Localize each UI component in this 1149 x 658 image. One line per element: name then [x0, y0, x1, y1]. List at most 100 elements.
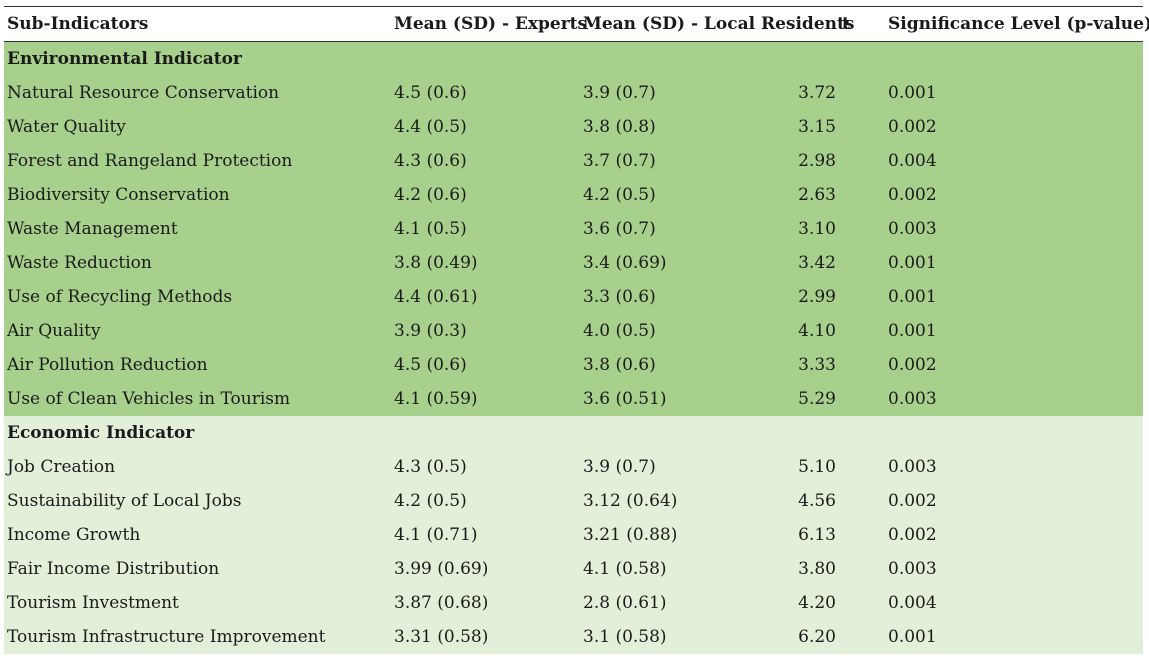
mean-experts-cell: 4.2 (0.5) — [394, 491, 467, 511]
mean-experts-cell: 4.1 (0.71) — [394, 525, 478, 545]
table-row: Fair Income Distribution 3.99 (0.69) 4.1 (… — [4, 552, 1143, 586]
table-row: Water Quality 4.4 (0.5) 3.8 (0.8) 3.15 0.002 — [4, 110, 1143, 144]
sub-indicator-cell: Water Quality — [7, 117, 126, 137]
mean-residents-cell: 3.12 (0.64) — [583, 491, 678, 511]
sub-indicator-cell: Waste Management — [7, 219, 178, 239]
sub-indicator-cell: Air Pollution Reduction — [7, 355, 208, 375]
mean-experts-cell: 4.2 (0.6) — [394, 185, 467, 205]
p-value-cell: 0.002 — [888, 185, 937, 205]
sub-indicator-cell: Fair Income Distribution — [7, 559, 220, 579]
t-value-cell: 3.15 — [798, 117, 836, 137]
sub-indicator-cell: Biodiversity Conservation — [7, 185, 230, 205]
sub-indicator-cell: Sustainability of Local Jobs — [7, 491, 242, 511]
p-value-cell: 0.002 — [888, 491, 937, 511]
mean-residents-cell: 4.2 (0.5) — [583, 185, 656, 205]
p-value-cell: 0.001 — [888, 321, 937, 341]
t-value-cell: 4.56 — [798, 491, 836, 511]
t-value-cell: 5.29 — [798, 389, 836, 409]
table-row: Natural Resource Conservation 4.5 (0.6) 3.… — [4, 76, 1143, 110]
table-row: Use of Clean Vehicles in Tourism 4.1 (0.5… — [4, 382, 1143, 416]
table-row: Waste Management 4.1 (0.5) 3.6 (0.7) 3.10 0.… — [4, 212, 1143, 246]
mean-experts-cell: 4.1 (0.5) — [394, 219, 467, 239]
sub-indicator-cell: Waste Reduction — [7, 253, 152, 273]
t-value-cell: 4.10 — [798, 321, 836, 341]
mean-experts-cell: 4.4 (0.5) — [394, 117, 467, 137]
p-value-cell: 0.003 — [888, 457, 937, 477]
p-value-cell: 0.002 — [888, 355, 937, 375]
p-value-cell: 0.002 — [888, 117, 937, 137]
t-value-cell: 6.20 — [798, 627, 836, 647]
mean-residents-cell: 3.1 (0.58) — [583, 627, 667, 647]
indicator-table: Sub-Indicators Mean (SD) - Experts Mean … — [4, 6, 1149, 654]
header-t: t — [842, 14, 850, 34]
mean-residents-cell: 3.9 (0.7) — [583, 83, 656, 103]
table-row: Biodiversity Conservation 4.2 (0.6) 4.2 (0… — [4, 178, 1143, 212]
table-row: Sustainability of Local Jobs 4.2 (0.5) 3.1… — [4, 484, 1143, 518]
p-value-cell: 0.001 — [888, 253, 937, 273]
table-row: Air Pollution Reduction 4.5 (0.6) 3.8 (0.6… — [4, 348, 1143, 382]
mean-residents-cell: 3.7 (0.7) — [583, 151, 656, 171]
mean-experts-cell: 3.99 (0.69) — [394, 559, 489, 579]
table-row: Tourism Investment 3.87 (0.68) 2.8 (0.61) 4… — [4, 586, 1143, 620]
p-value-cell: 0.002 — [888, 525, 937, 545]
table-row: Income Growth 4.1 (0.71) 3.21 (0.88) 6.13 0.… — [4, 518, 1143, 552]
sub-indicator-cell: Tourism Infrastructure Improvement — [7, 627, 326, 647]
header-mean-residents: Mean (SD) - Local Residents — [583, 14, 855, 34]
environmental-indicator-heading: Environmental Indicator — [4, 42, 1143, 76]
mean-experts-cell: 4.4 (0.61) — [394, 287, 478, 307]
group-title: Environmental Indicator — [7, 49, 242, 69]
mean-experts-cell: 3.87 (0.68) — [394, 593, 489, 613]
mean-residents-cell: 3.8 (0.6) — [583, 355, 656, 375]
t-value-cell: 4.20 — [798, 593, 836, 613]
t-value-cell: 5.10 — [798, 457, 836, 477]
mean-experts-cell: 4.1 (0.59) — [394, 389, 478, 409]
mean-experts-cell: 4.5 (0.6) — [394, 355, 467, 375]
p-value-cell: 0.001 — [888, 627, 937, 647]
p-value-cell: 0.003 — [888, 219, 937, 239]
mean-experts-cell: 4.5 (0.6) — [394, 83, 467, 103]
mean-residents-cell: 3.6 (0.7) — [583, 219, 656, 239]
mean-residents-cell: 3.6 (0.51) — [583, 389, 667, 409]
sub-indicator-cell: Use of Recycling Methods — [7, 287, 233, 307]
t-value-cell: 3.42 — [798, 253, 836, 273]
sub-indicator-cell: Natural Resource Conservation — [7, 83, 280, 103]
mean-experts-cell: 3.9 (0.3) — [394, 321, 467, 341]
t-value-cell: 2.98 — [798, 151, 836, 171]
t-value-cell: 2.99 — [798, 287, 836, 307]
p-value-cell: 0.001 — [888, 287, 937, 307]
sub-indicator-cell: Forest and Rangeland Protection — [7, 151, 293, 171]
sub-indicator-cell: Use of Clean Vehicles in Tourism — [7, 389, 291, 409]
t-value-cell: 3.80 — [798, 559, 836, 579]
p-value-cell: 0.001 — [888, 83, 937, 103]
table-header-row: Sub-Indicators Mean (SD) - Experts Mean … — [4, 6, 1149, 42]
t-value-cell: 3.10 — [798, 219, 836, 239]
p-value-cell: 0.004 — [888, 593, 937, 613]
sub-indicator-cell: Tourism Investment — [7, 593, 179, 613]
sub-indicator-cell: Income Growth — [7, 525, 141, 545]
header-mean-experts: Mean (SD) - Experts — [394, 14, 588, 34]
mean-residents-cell: 3.9 (0.7) — [583, 457, 656, 477]
p-value-cell: 0.003 — [888, 559, 937, 579]
mean-residents-cell: 3.3 (0.6) — [583, 287, 656, 307]
sub-indicator-cell: Air Quality — [7, 321, 101, 341]
mean-residents-cell: 3.21 (0.88) — [583, 525, 678, 545]
header-significance: Significance Level (p-value) — [888, 14, 1149, 34]
mean-residents-cell: 3.8 (0.8) — [583, 117, 656, 137]
t-value-cell: 6.13 — [798, 525, 836, 545]
p-value-cell: 0.003 — [888, 389, 937, 409]
t-value-cell: 2.63 — [798, 185, 836, 205]
table-row: Waste Reduction 3.8 (0.49) 3.4 (0.69) 3.42 0… — [4, 246, 1143, 280]
table-row: Forest and Rangeland Protection 4.3 (0.6)… — [4, 144, 1143, 178]
t-value-cell: 3.72 — [798, 83, 836, 103]
mean-experts-cell: 3.8 (0.49) — [394, 253, 478, 273]
t-value-cell: 3.33 — [798, 355, 836, 375]
p-value-cell: 0.004 — [888, 151, 937, 171]
mean-residents-cell: 3.4 (0.69) — [583, 253, 667, 273]
mean-experts-cell: 4.3 (0.6) — [394, 151, 467, 171]
mean-residents-cell: 4.0 (0.5) — [583, 321, 656, 341]
mean-experts-cell: 4.3 (0.5) — [394, 457, 467, 477]
table-row: Job Creation 4.3 (0.5) 3.9 (0.7) 5.10 0.003 — [4, 450, 1143, 484]
economic-indicator-heading: Economic Indicator — [4, 416, 1143, 450]
sub-indicator-cell: Job Creation — [7, 457, 116, 477]
group-title: Economic Indicator — [7, 423, 195, 443]
